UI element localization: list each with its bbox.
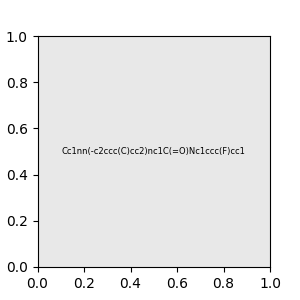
Text: Cc1nn(-c2ccc(C)cc2)nc1C(=O)Nc1ccc(F)cc1: Cc1nn(-c2ccc(C)cc2)nc1C(=O)Nc1ccc(F)cc1 <box>62 147 246 156</box>
